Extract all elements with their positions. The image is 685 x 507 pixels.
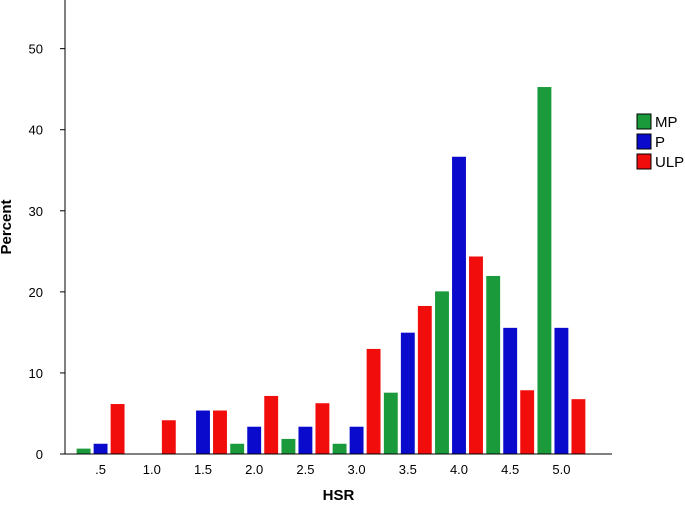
bars-layer (76, 86, 586, 455)
bar-p-2 (195, 409, 211, 455)
x-tick-label: .5 (95, 462, 106, 477)
bar-ulp-8 (519, 389, 535, 455)
y-tick-label: 30 (29, 204, 43, 219)
y-axis-title: Percent (0, 199, 15, 254)
x-tick-label: 2.5 (296, 462, 314, 477)
bar-ulp-6 (417, 305, 433, 455)
legend-swatch-ulp (636, 153, 652, 170)
x-axis-title: HSR (323, 487, 355, 504)
legend-label-ulp: ULP (655, 154, 684, 171)
bar-mp-8 (485, 275, 501, 455)
bar-ulp-0 (110, 403, 126, 455)
x-tick-label: 4.0 (450, 462, 468, 477)
legend-swatch-p (636, 133, 652, 150)
bar-ulp-3 (263, 395, 279, 455)
y-tick-label: 0 (36, 447, 43, 462)
bar-mp-7 (434, 290, 450, 455)
y-tick-label: 20 (29, 285, 43, 300)
bar-ulp-2 (212, 409, 228, 455)
bar-p-9 (553, 327, 569, 455)
legend: MP P ULP (636, 113, 684, 171)
bar-ulp-9 (570, 398, 586, 455)
bar-p-8 (502, 327, 518, 455)
x-tick-label: 3.0 (348, 462, 366, 477)
bar-p-3 (246, 426, 262, 455)
bar-ulp-1 (161, 419, 177, 455)
x-ticks: .5 1.0 1.5 2.0 2.5 3.0 3.5 4.0 4.5 5.0 (95, 462, 570, 477)
y-ticks: 0 10 20 30 40 50 (29, 42, 65, 462)
x-tick-label: 3.5 (399, 462, 417, 477)
bar-ulp-7 (468, 255, 484, 455)
legend-label-mp: MP (655, 114, 678, 131)
x-tick-label: 1.5 (194, 462, 212, 477)
x-axis: .5 1.0 1.5 2.0 2.5 3.0 3.5 4.0 4.5 5.0 (65, 453, 612, 477)
bar-mp-3 (229, 443, 245, 455)
y-axis: 0 10 20 30 40 50 (29, 0, 66, 462)
x-tick-label: 5.0 (552, 462, 570, 477)
bar-mp-9 (536, 86, 552, 455)
bar-ulp-5 (366, 348, 382, 455)
y-tick-label: 40 (29, 123, 43, 138)
bar-mp-4 (280, 438, 296, 455)
bar-p-4 (297, 426, 313, 455)
bar-mp-0 (76, 448, 92, 455)
bar-p-7 (451, 156, 467, 455)
x-tick-label: 2.0 (245, 462, 263, 477)
bar-p-6 (400, 332, 416, 455)
legend-swatch-mp (636, 113, 652, 130)
bar-ulp-4 (314, 402, 330, 455)
x-tick-label: 1.0 (143, 462, 161, 477)
bar-p-0 (93, 443, 109, 455)
x-tick-label: 4.5 (501, 462, 519, 477)
bar-p-5 (349, 426, 365, 455)
y-tick-label: 10 (29, 366, 43, 381)
bar-mp-5 (332, 443, 348, 455)
bar-mp-6 (383, 392, 399, 455)
legend-label-p: P (655, 134, 665, 151)
y-tick-label: 50 (29, 42, 43, 57)
